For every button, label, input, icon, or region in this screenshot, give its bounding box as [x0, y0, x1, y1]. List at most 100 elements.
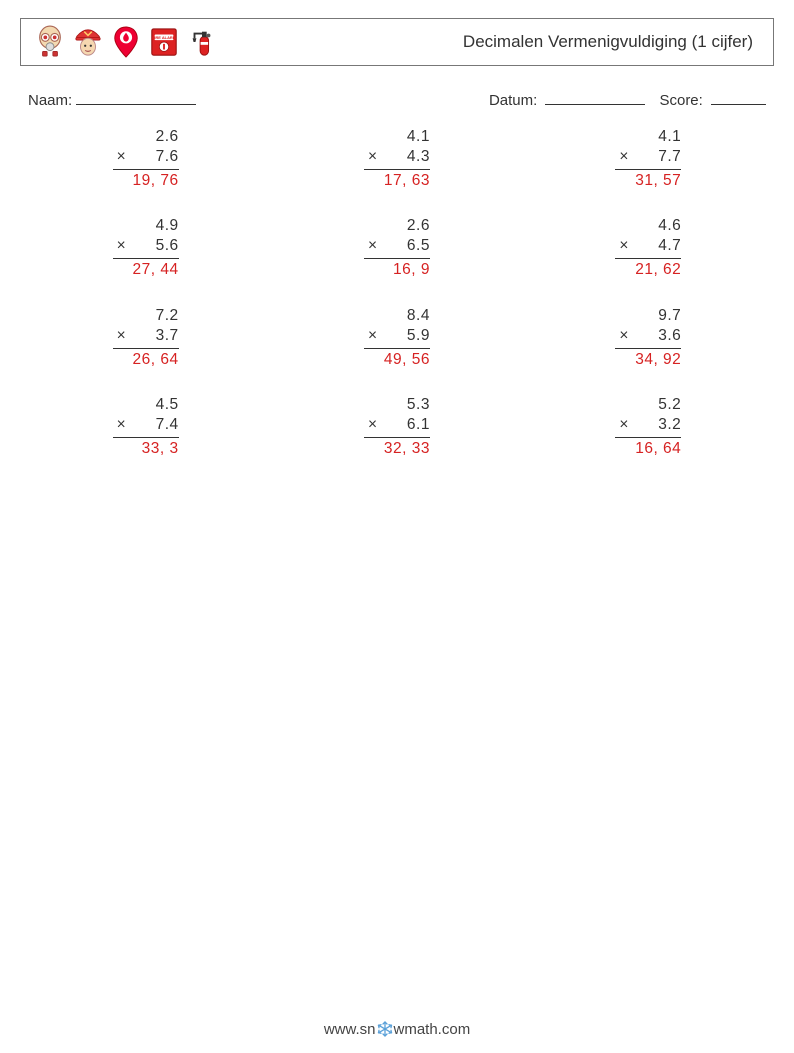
answer: 49, 56: [364, 348, 430, 370]
meta-row: Naam: Datum: Score:: [28, 90, 766, 109]
answer: 34, 92: [615, 348, 681, 370]
multiplier-row: × 7.4: [113, 415, 179, 435]
multiplier-row: × 5.6: [113, 236, 179, 256]
date-label: Datum:: [489, 92, 537, 109]
multiplier-row: × 7.7: [615, 147, 681, 167]
multiplicand: 4.1: [364, 127, 430, 147]
multiplier-row: × 3.7: [113, 326, 179, 346]
multiplication-stack: 9.7× 3.6 34, 92: [615, 306, 681, 369]
times-symbol: ×: [117, 236, 127, 256]
date-blank: [545, 90, 645, 105]
times-symbol: ×: [619, 415, 629, 435]
multiplier-row: × 3.6: [615, 326, 681, 346]
firefighter-icon: [73, 25, 103, 59]
multiplication-stack: 4.6×4.721, 62: [615, 216, 681, 279]
multiplier: 4.3: [407, 148, 430, 165]
answer: 17, 63: [364, 169, 430, 191]
footer-text: www.sn wmath.com: [324, 1021, 470, 1038]
problem: 8.4× 5.9 49, 56: [291, 306, 502, 369]
times-symbol: ×: [368, 236, 378, 256]
page-title: Decimalen Vermenigvuldiging (1 cijfer): [463, 32, 759, 52]
answer: 26, 64: [113, 348, 179, 370]
answer: 32, 33: [364, 437, 430, 459]
answer: 16, 64: [615, 437, 681, 459]
extinguisher-icon: [187, 25, 217, 59]
multiplier: 3.6: [658, 327, 681, 344]
name-field: Naam:: [28, 90, 196, 109]
answer: 31, 57: [615, 169, 681, 191]
name-blank: [76, 90, 196, 105]
problem: 9.7× 3.6 34, 92: [543, 306, 754, 369]
times-symbol: ×: [619, 236, 629, 256]
multiplicand: 2.6: [364, 216, 430, 236]
problem: 4.1× 7.7 31, 57: [543, 127, 754, 190]
multiplication-stack: 8.4× 5.9 49, 56: [364, 306, 430, 369]
problem: 2.6× 7.6 19, 76: [40, 127, 251, 190]
score-label: Score:: [659, 92, 702, 109]
multiplicand: 5.3: [364, 395, 430, 415]
answer: 19, 76: [113, 169, 179, 191]
times-symbol: ×: [619, 326, 629, 346]
svg-text:FIRE ALARM: FIRE ALARM: [152, 35, 176, 40]
name-label: Naam:: [28, 92, 72, 109]
multiplier: 4.7: [658, 237, 681, 254]
times-symbol: ×: [117, 147, 127, 167]
times-symbol: ×: [117, 415, 127, 435]
multiplication-stack: 7.2× 3.7 26, 64: [113, 306, 179, 369]
times-symbol: ×: [368, 326, 378, 346]
multiplicand: 2.6: [113, 127, 179, 147]
multiplier: 3.7: [156, 327, 179, 344]
multiplier: 5.6: [156, 237, 179, 254]
header-box: FIRE ALARM Decimalen Vermenigvuldiging (…: [20, 18, 774, 66]
multiplication-stack: 4.1× 7.7 31, 57: [615, 127, 681, 190]
location-pin-icon: [111, 25, 141, 59]
problems-grid: 2.6×7.619, 764.1×4.317, 634.1×7.731, 574…: [20, 127, 774, 459]
multiplication-stack: 2.6× 6.5 16, 9: [364, 216, 430, 279]
answer: 16, 9: [364, 258, 430, 280]
times-symbol: ×: [117, 326, 127, 346]
multiplier: 6.5: [407, 237, 430, 254]
multiplicand: 8.4: [364, 306, 430, 326]
gas-mask-icon: [35, 25, 65, 59]
snowflake-icon: [377, 1021, 393, 1037]
fire-alarm-icon: FIRE ALARM: [149, 25, 179, 59]
multiplicand: 9.7: [615, 306, 681, 326]
multiplication-stack: 5.2× 3.2 16, 64: [615, 395, 681, 458]
score-blank: [711, 90, 766, 105]
answer: 33, 3: [113, 437, 179, 459]
multiplier-row: × 6.5: [364, 236, 430, 256]
multiplication-stack: 4.5× 7.4 33, 3: [113, 395, 179, 458]
icon-row: FIRE ALARM: [35, 25, 217, 59]
multiplication-stack: 4.9× 5.6 27, 44: [113, 216, 179, 279]
multiplication-stack: 2.6× 7.6 19, 76: [113, 127, 179, 190]
footer: www.sn wmath.com: [0, 1021, 794, 1041]
multiplier: 3.2: [658, 416, 681, 433]
multiplicand: 7.2: [113, 306, 179, 326]
problem: 4.6×4.721, 62: [543, 216, 754, 279]
answer: 27, 44: [113, 258, 179, 280]
times-symbol: ×: [368, 147, 378, 167]
multiplicand: 5.2: [615, 395, 681, 415]
problem: 7.2× 3.7 26, 64: [40, 306, 251, 369]
multiplier: 5.9: [407, 327, 430, 344]
multiplicand: 4.6: [615, 216, 681, 236]
multiplier: 7.6: [156, 148, 179, 165]
multiplicand: 4.5: [113, 395, 179, 415]
multiplier: 7.4: [156, 416, 179, 433]
multiplier-row: ×6.1: [364, 415, 430, 435]
multiplier: 6.1: [407, 416, 430, 433]
multiplier-row: × 3.2: [615, 415, 681, 435]
times-symbol: ×: [619, 147, 629, 167]
multiplier-row: × 4.3: [364, 147, 430, 167]
multiplier-row: × 7.6: [113, 147, 179, 167]
multiplier: 7.7: [658, 148, 681, 165]
problem: 4.1× 4.3 17, 63: [291, 127, 502, 190]
problem: 4.9× 5.6 27, 44: [40, 216, 251, 279]
multiplicand: 4.1: [615, 127, 681, 147]
multiplication-stack: 5.3×6.132, 33: [364, 395, 430, 458]
problem: 5.2× 3.2 16, 64: [543, 395, 754, 458]
multiplier-row: × 5.9: [364, 326, 430, 346]
problem: 5.3×6.132, 33: [291, 395, 502, 458]
multiplier-row: × 4.7: [615, 236, 681, 256]
multiplicand: 4.9: [113, 216, 179, 236]
